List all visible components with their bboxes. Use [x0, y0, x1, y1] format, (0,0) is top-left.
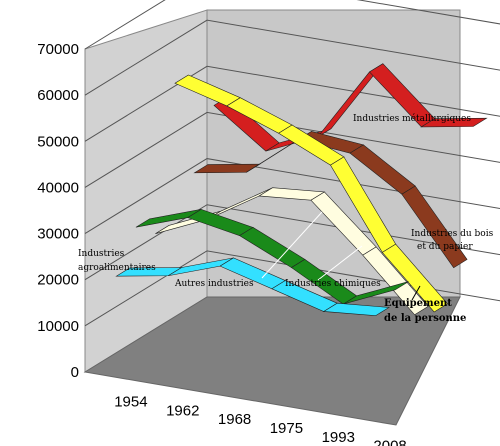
y-tick-label: 20000	[37, 272, 79, 289]
series-segment	[420, 117, 488, 128]
gridline	[84, 111, 500, 188]
y-tick-label: 40000	[37, 179, 79, 196]
leader-autres	[261, 211, 323, 279]
label-bois-line1: Industries du bois	[411, 229, 494, 239]
series-segment	[401, 185, 468, 269]
label-equipement-line1: Equipement	[384, 298, 452, 309]
label-autres: Autres industries	[174, 279, 254, 289]
x-tick-label: 1993	[322, 429, 355, 446]
x-tick-label: 1968	[218, 411, 251, 428]
x-axis-ticks: 1954 1962 1968 1975 1993 2008	[114, 393, 407, 446]
series-ribbon	[174, 74, 449, 313]
series-ribbon	[135, 209, 409, 305]
series-segment	[362, 246, 429, 316]
label-agro-line2: agroalimentaires	[78, 263, 156, 273]
series-ribbon	[115, 257, 390, 317]
y-tick-label: 60000	[37, 87, 79, 104]
y-tick-label: 10000	[37, 318, 79, 335]
x-tick-label: 1962	[166, 402, 199, 419]
y-axis-ticks: 0 10000 20000 30000 40000 50000 60000 70000	[37, 41, 79, 381]
annotations: Industries métallurgiques Industries du …	[78, 113, 494, 324]
y-tick-label: 50000	[37, 133, 79, 150]
gridline	[84, 0, 500, 50]
y-tick-label: 0	[71, 364, 79, 381]
label-bois-line2: et du papier	[417, 242, 473, 252]
series-segment	[381, 243, 449, 313]
series-ribbon	[155, 187, 429, 316]
label-equipement-line2: de la personne	[384, 313, 466, 324]
series-segment	[343, 281, 409, 305]
leader-equipement	[411, 285, 421, 301]
chart-floor	[83, 296, 461, 426]
x-tick-label: 1954	[114, 393, 147, 410]
leader-chimiques	[317, 245, 363, 281]
series-segment	[322, 302, 390, 317]
gridline	[84, 19, 500, 96]
x-tick-label: 2008	[373, 438, 406, 446]
y-tick-label: 30000	[37, 226, 79, 243]
label-metallurgiques: Industries métallurgiques	[353, 113, 471, 124]
y-tick-label: 70000	[37, 41, 79, 58]
label-agro-line1: Industries	[78, 249, 125, 259]
label-chimiques: Industries chimiques	[285, 279, 381, 289]
x-tick-label: 1975	[270, 420, 303, 437]
gridline	[84, 204, 500, 281]
annotation-leaders	[261, 211, 421, 301]
series-ribbons	[115, 63, 488, 317]
